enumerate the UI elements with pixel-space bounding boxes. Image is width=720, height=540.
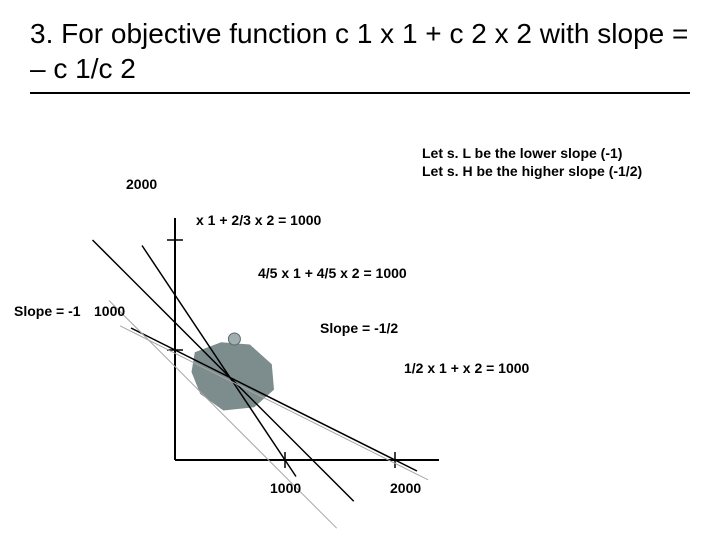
constraint-line-3-label: 1/2 x 1 + x 2 = 1000 xyxy=(404,360,529,376)
constraint-line-1-label: x 1 + 2/3 x 2 = 1000 xyxy=(196,212,321,228)
slope-minus-half-label: Slope = -1/2 xyxy=(320,320,398,336)
x-tick-2000-label: 2000 xyxy=(390,480,421,496)
slope-minus-1-label: Slope = -1 xyxy=(14,303,81,319)
constraint-line-2-label: 4/5 x 1 + 4/5 x 2 = 1000 xyxy=(258,265,407,281)
x-tick-1000-label: 1000 xyxy=(270,480,301,496)
y-tick-1000-label: 1000 xyxy=(94,303,125,319)
y-tick-2000-label: 2000 xyxy=(126,176,157,192)
